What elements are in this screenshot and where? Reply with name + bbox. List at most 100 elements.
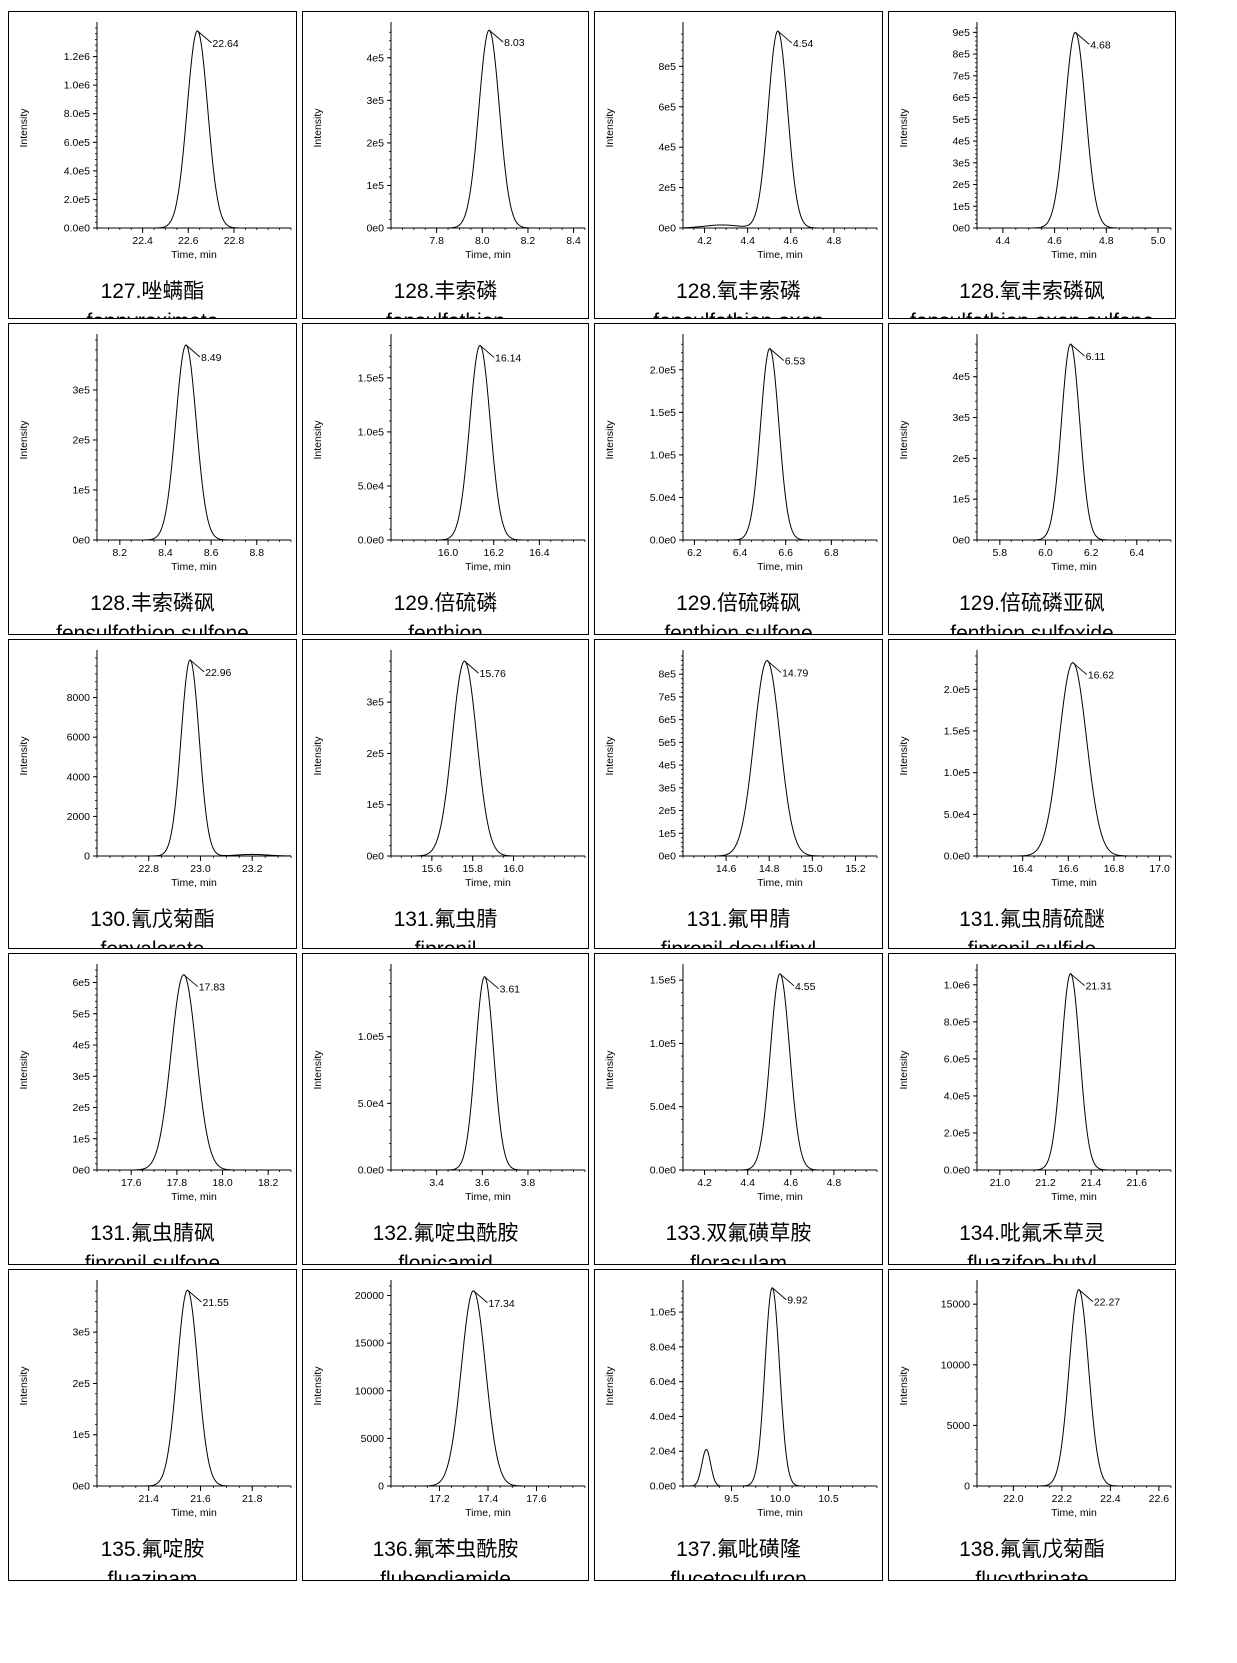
y-tick-label: 15000: [355, 1338, 384, 1350]
x-axis-label: Time, min: [757, 1507, 803, 1519]
y-axis-label: Intensity: [898, 420, 910, 460]
apex-time-label: 16.14: [495, 352, 521, 364]
x-tick-label: 4.2: [697, 1177, 712, 1189]
y-axis-label: Intensity: [604, 1366, 616, 1406]
x-tick-label: 14.6: [716, 863, 737, 875]
compound-name-english: fipronil sulfone: [84, 1252, 221, 1265]
x-axis-label: Time, min: [465, 1191, 511, 1203]
x-tick-label: 9.5: [724, 1493, 739, 1505]
y-tick-label: 5.0e4: [650, 1101, 676, 1113]
x-axis-label: Time, min: [465, 561, 511, 573]
x-tick-label: 4.4: [740, 235, 755, 247]
x-tick-label: 21.4: [1081, 1177, 1102, 1189]
apex-time-label: 22.64: [212, 38, 238, 50]
y-tick-label: 1.0e6: [64, 80, 90, 92]
x-axis-label: Time, min: [757, 561, 803, 573]
x-tick-label: 18.0: [212, 1177, 233, 1189]
y-tick-label: 3e5: [952, 157, 970, 169]
y-tick-label: 2e5: [366, 137, 384, 149]
y-tick-label: 0.0e0: [650, 1165, 676, 1177]
compound-name-english: fenthion sulfoxide: [950, 622, 1114, 635]
y-tick-label: 1.2e6: [64, 51, 90, 63]
x-axis-label: Time, min: [1051, 1191, 1097, 1203]
compound-name-chinese: 134.吡氟禾草灵: [959, 1222, 1105, 1245]
y-tick-label: 1.0e5: [358, 1031, 384, 1043]
chromatogram-plot: 0.0e0 5.0e4 1.0e5 1.5e5 2.0e5 6.2 6.4 6.6 6.8 Tim…: [604, 334, 878, 573]
x-tick-label: 15.2: [845, 863, 866, 875]
compound-name-chinese: 128.氧丰索磷砜: [959, 280, 1105, 303]
y-tick-label: 0e0: [72, 1481, 90, 1493]
x-axis-label: Time, min: [171, 249, 217, 261]
chromatogram-panel: 0 5000 10000 15000 22.0 22.2 22.4 22.6 Time, min…: [888, 1269, 1176, 1581]
y-axis-label: Intensity: [312, 1366, 324, 1406]
x-tick-label: 22.6: [178, 235, 199, 247]
y-tick-label: 2.0e5: [944, 1127, 970, 1139]
chromatogram-panel: 0e0 1e5 2e5 3e5 21.4 21.6 21.8 Time, min Intensi…: [8, 1269, 297, 1581]
y-tick-label: 0.0e0: [650, 535, 676, 547]
chromatogram-plot: 0 5000 10000 15000 20000 17.2 17.4 17.6 Time, mi…: [312, 1280, 586, 1519]
apex-time-label: 15.76: [480, 668, 506, 680]
y-tick-label: 1e5: [366, 180, 384, 192]
apex-time-label: 4.68: [1090, 39, 1111, 51]
chromatogram-panel: 0 2000 4000 6000 8000 22.8 23.0 23.2 Time, min In…: [8, 639, 297, 949]
x-tick-label: 3.4: [429, 1177, 444, 1189]
x-tick-label: 17.8: [167, 1177, 188, 1189]
y-tick-label: 4e5: [366, 52, 384, 64]
apex-leader-line: [183, 974, 199, 988]
y-tick-label: 1e5: [952, 201, 970, 213]
chromatogram-panel: 0e0 1e5 2e5 3e5 8.2 8.4 8.6 8.8 Time, min Intensi…: [8, 323, 297, 635]
chromatogram-panel: 0.0e0 2.0e4 4.0e4 6.0e4 8.0e4 1.0e5 9.5 10.0 10.…: [594, 1269, 883, 1581]
x-tick-label: 22.4: [1100, 1493, 1121, 1505]
x-tick-label: 22.8: [224, 235, 245, 247]
chromatogram-plot: 0.0e0 5.0e4 1.0e5 1.5e5 16.0 16.2 16.4 Time, mi…: [312, 334, 586, 573]
apex-leader-line: [766, 660, 782, 673]
y-tick-label: 10000: [355, 1385, 384, 1397]
x-tick-label: 4.8: [827, 1177, 842, 1189]
apex-leader-line: [1070, 343, 1085, 357]
y-tick-label: 0: [84, 851, 90, 863]
compound-name-chinese: 128.氧丰索磷: [676, 280, 801, 303]
y-tick-label: 3e5: [72, 1327, 90, 1339]
apex-time-label: 14.79: [782, 668, 808, 680]
compound-name-english: flonicamid: [398, 1252, 493, 1265]
y-axis-label: Intensity: [18, 1366, 30, 1406]
x-tick-label: 5.8: [993, 547, 1008, 559]
x-tick-label: 22.8: [139, 863, 160, 875]
y-tick-label: 0e0: [72, 1165, 90, 1177]
compound-name-chinese: 128.丰索磷砜: [90, 592, 215, 615]
compound-name-english: fensulfothion oxon sulfone: [889, 310, 1175, 318]
y-axis-label: Intensity: [604, 420, 616, 460]
x-tick-label: 4.8: [1099, 235, 1114, 247]
y-tick-label: 5e5: [952, 114, 970, 126]
y-tick-label: 1.5e5: [358, 372, 384, 384]
chromatogram-panel: 0e0 1e5 2e5 3e5 15.6 15.8 16.0 Time, min Intensi…: [302, 639, 589, 949]
chromatogram-panel: 0.0e0 2.0e5 4.0e5 6.0e5 8.0e5 1.0e6 21.0 21.2 21…: [888, 953, 1176, 1265]
y-tick-label: 0e0: [366, 223, 384, 235]
compound-name-english: flucythrinate: [975, 1568, 1089, 1581]
chromatogram-trace: [97, 30, 291, 229]
y-axis-label: Intensity: [604, 108, 616, 148]
x-axis-label: Time, min: [465, 1507, 511, 1519]
compound-name-chinese: 128.丰索磷: [393, 280, 498, 303]
x-tick-label: 6.0: [1038, 547, 1053, 559]
x-axis-label: Time, min: [465, 249, 511, 261]
y-tick-label: 0e0: [658, 851, 676, 863]
x-tick-label: 3.6: [475, 1177, 490, 1189]
chromatogram-plot: 0e0 2e5 4e5 6e5 8e5 4.2 4.4 4.6 4.8 Time, min Inte…: [604, 22, 878, 261]
chromatogram-trace: [683, 973, 877, 1171]
apex-leader-line: [189, 659, 205, 673]
y-tick-label: 7e5: [658, 691, 676, 703]
apex-leader-line: [777, 30, 793, 44]
chromatogram-panel: 0.0e0 5.0e4 1.0e5 1.5e5 16.0 16.2 16.4 Time, mi…: [302, 323, 589, 635]
apex-leader-line: [1070, 973, 1085, 987]
apex-leader-line: [484, 976, 499, 990]
y-tick-label: 4e5: [658, 760, 676, 772]
x-tick-label: 16.2: [483, 547, 504, 559]
y-tick-label: 5.0e4: [650, 492, 676, 504]
y-tick-label: 1.0e5: [358, 426, 384, 438]
y-tick-label: 0: [964, 1481, 970, 1493]
y-axis-label: Intensity: [898, 1366, 910, 1406]
compound-name-chinese: 131.氟虫腈: [393, 908, 498, 931]
chromatogram-trace: [683, 1286, 877, 1487]
